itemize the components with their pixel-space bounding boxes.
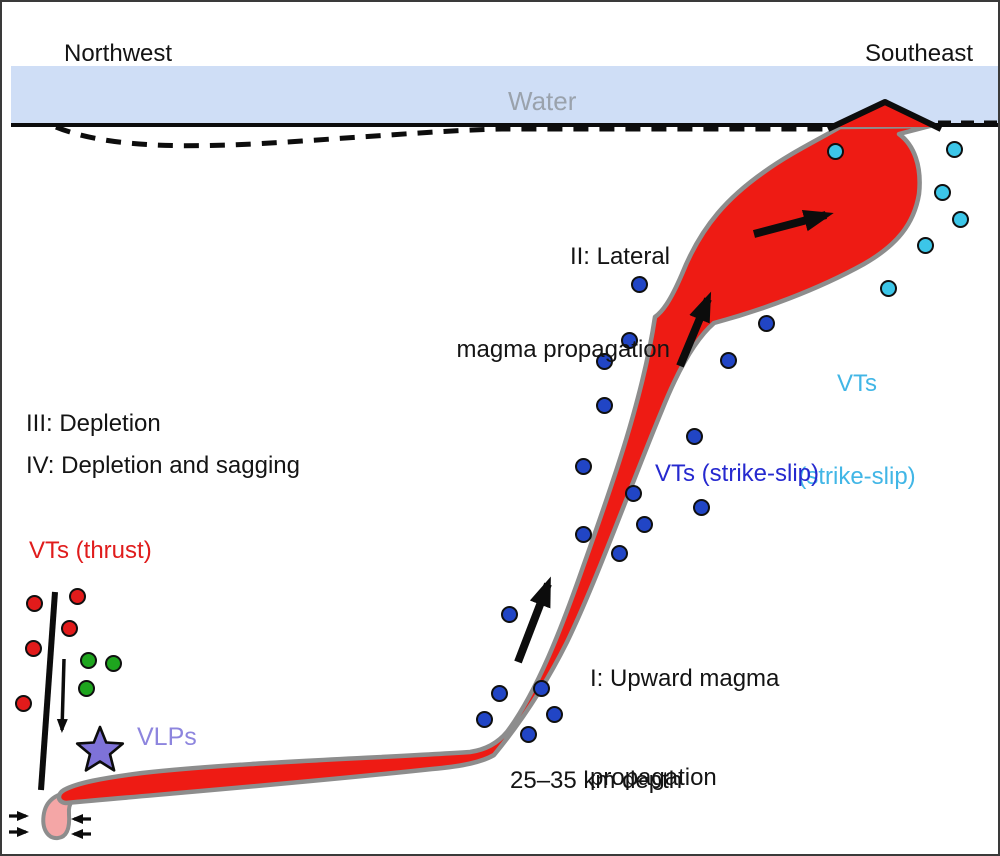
vlp-star-icon [75,725,125,772]
vt-strike-slip-shallow-dot [934,184,951,201]
magma-flow-arrow-lateral [752,209,834,238]
stage-i-line1: I: Upward magma [590,665,780,692]
vt-strike-slip-deep-dot [520,726,537,743]
vt-thrust-dot [61,620,78,637]
vt-strike-slip-deep-dot [631,276,648,293]
vt-strike-slip-deep-dot [501,606,518,623]
stage-ii-line1: II: Lateral [569,243,670,270]
vt-strike-slip-deep-dot [621,332,638,349]
compass-southeast-label: Southeast [865,40,974,67]
vt-thrust-dot [15,695,32,712]
thrust-fault-line [38,591,58,791]
vt-strike-slip-deep-dot [575,458,592,475]
stage-i-line2: propagation [590,764,717,791]
sagging-seafloor-dashed-line [55,124,838,149]
stage-ii-line2: magma propagation [456,336,670,363]
vts-strike-slip-deep-label: VTs (strike-slip) [655,460,820,487]
vts-cyan-line2: (strike-slip) [798,463,916,490]
vt-thrust-dot [69,588,86,605]
water-band [11,66,998,125]
vt-strike-slip-deep-dot [533,680,550,697]
green-event-dot [105,655,122,672]
vt-strike-slip-deep-dot [758,315,775,332]
stage-iii-label: III: Depletion [26,410,161,437]
vt-strike-slip-deep-dot [491,685,508,702]
vt-strike-slip-shallow-dot [880,280,897,297]
depth-label: 25–35 km depth [510,767,683,794]
compass-northwest-label: Northwest [64,40,173,67]
vts-strike-slip-shallow-label: VTs (strike-slip) [772,306,942,554]
vt-strike-slip-shallow-dot [946,141,963,158]
vt-strike-slip-deep-dot [575,526,592,543]
green-event-dot [80,652,97,669]
vt-strike-slip-shallow-dot [917,237,934,254]
green-event-dot [78,680,95,697]
vt-strike-slip-deep-dot [596,397,613,414]
vts-cyan-line1: VTs [836,370,877,397]
vt-strike-slip-deep-dot [596,353,613,370]
stage-i-label: I: Upward magma propagation [590,596,780,854]
vt-thrust-dot [26,595,43,612]
vt-strike-slip-deep-dot [625,485,642,502]
vt-strike-slip-shallow-dot [827,143,844,160]
stage-iv-label: IV: Depletion and sagging [26,452,300,479]
magma-flow-arrow-bulge-up [676,291,712,368]
vlps-label: VLPs [137,723,197,751]
stage-ii-label: II: Lateral magma propagation [402,179,670,427]
magma-dike-body [56,123,933,806]
vt-strike-slip-deep-dot [693,499,710,516]
volcano-edifice-outline [826,99,943,132]
vt-strike-slip-deep-dot [476,711,493,728]
magma-flow-arrow-upward [514,576,552,664]
sagging-arrow [56,658,68,733]
vt-strike-slip-deep-dot [636,516,653,533]
vt-strike-slip-deep-dot [686,428,703,445]
compression-arrows [9,811,91,839]
vts-thrust-label: VTs (thrust) [29,537,152,564]
vt-strike-slip-deep-dot [611,545,628,562]
vt-strike-slip-deep-dot [720,352,737,369]
water-label: Water [508,86,577,116]
volcano-fill [836,104,934,127]
vt-strike-slip-deep-dot [546,706,563,723]
vt-thrust-dot [25,640,42,657]
vt-strike-slip-shallow-dot [952,211,969,228]
